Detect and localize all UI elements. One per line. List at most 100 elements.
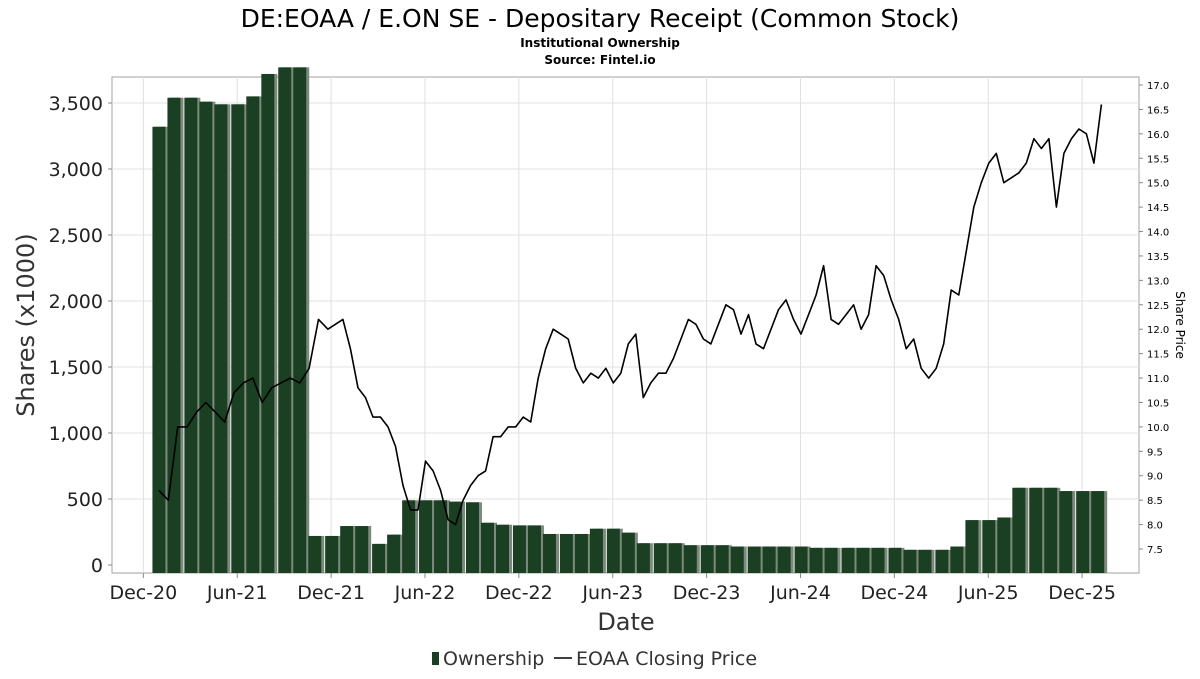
ownership-bar — [621, 532, 635, 573]
y2-tick-label: 13.5 — [1147, 252, 1169, 263]
price-line-layer — [158, 104, 1103, 526]
x-tick-label: Dec-22 — [485, 582, 553, 604]
y2-tick-label: 14.5 — [1147, 203, 1169, 214]
y-tick-label: 2,000 — [49, 291, 103, 313]
x-tick-label: Dec-24 — [860, 582, 928, 604]
ownership-bar — [730, 546, 744, 573]
x-tick-label: Jun-21 — [206, 582, 268, 604]
ownership-bar — [1029, 487, 1043, 573]
ownership-bar — [387, 534, 401, 573]
ownership-bar — [261, 73, 275, 574]
ownership-bar — [184, 97, 198, 573]
ownership-bar — [965, 520, 979, 573]
ownership-bar — [559, 533, 573, 573]
ownership-bar — [293, 67, 307, 574]
ownership-bar — [481, 522, 495, 573]
ownership-bar — [214, 104, 228, 573]
ownership-bar — [715, 545, 729, 573]
y2-tick-label: 7.5 — [1147, 545, 1163, 556]
ownership-bar — [340, 526, 354, 573]
ownership-bar — [918, 549, 932, 573]
ownership-bar — [636, 543, 650, 573]
ownership-bar — [496, 524, 510, 573]
ownership-bar — [856, 547, 870, 573]
ownership-bar — [668, 543, 682, 573]
y-tick-label: 1,000 — [49, 423, 103, 445]
x-tick-label: Jun-23 — [581, 582, 643, 604]
y2-tick-label: 10.0 — [1147, 423, 1169, 434]
legend-ownership-label: Ownership — [443, 648, 544, 670]
ownership-bar — [1059, 491, 1073, 573]
ownership-bar — [199, 101, 213, 574]
y2-tick-label: 8.5 — [1147, 496, 1163, 507]
chart-subtitle: Institutional Ownership — [520, 36, 680, 50]
x-tick-label: Dec-25 — [1048, 582, 1116, 604]
legend-price-label: EOAA Closing Price — [576, 648, 757, 670]
y-tick-label: 1,500 — [49, 357, 103, 379]
ownership-bar — [903, 549, 917, 573]
ownership-bar — [589, 528, 603, 573]
y-axis-right: 7.5 8.0 8.5 9.0 9.5 10.0 10.5 11.0 11.5 12.0 12.5 1… — [1139, 81, 1169, 556]
ownership-bar — [167, 97, 181, 573]
ownership-bar — [308, 535, 322, 573]
x-tick-label: Jun-24 — [769, 582, 831, 604]
ownership-bar — [888, 547, 902, 573]
y2-tick-label: 10.5 — [1147, 398, 1169, 409]
ownership-bar — [246, 96, 260, 574]
x-axis: Dec-20 Jun-21 Dec-21 Jun-22 Dec-22 Jun-23 Dec-… — [109, 573, 1116, 604]
ownership-bar — [950, 546, 964, 573]
ownership-bar — [355, 526, 369, 573]
ownership-bar — [449, 501, 463, 573]
ownership-bar — [372, 543, 386, 573]
ownership-bar — [1044, 487, 1058, 573]
y2-axis-label: Share Price — [1173, 291, 1187, 359]
ownership-bar — [824, 547, 838, 573]
y2-tick-label: 14.0 — [1147, 228, 1169, 239]
ownership-bar — [777, 546, 791, 573]
legend-ownership-swatch — [432, 652, 439, 665]
y-tick-label: 3,500 — [49, 93, 103, 115]
ownership-bars — [152, 67, 1108, 574]
ownership-bar — [1076, 491, 1090, 573]
x-tick-label: Dec-23 — [673, 582, 741, 604]
y2-tick-label: 11.5 — [1147, 350, 1169, 361]
y-tick-label: 0 — [91, 555, 103, 577]
ownership-bar — [231, 104, 245, 573]
x-tick-label: Jun-25 — [957, 582, 1019, 604]
ownership-bar — [574, 533, 588, 573]
y-tick-label: 3,000 — [49, 159, 103, 181]
y2-tick-label: 13.0 — [1147, 276, 1169, 287]
y-tick-label: 2,500 — [49, 225, 103, 247]
y2-tick-label: 12.5 — [1147, 301, 1169, 312]
y2-tick-label: 8.0 — [1147, 521, 1163, 532]
ownership-bar — [700, 545, 714, 573]
ownership-bar — [512, 525, 526, 573]
y2-tick-label: 16.0 — [1147, 130, 1169, 141]
ownership-bar — [935, 549, 949, 573]
y-axis-label: Shares (x1000) — [12, 233, 40, 416]
y2-tick-label: 17.0 — [1147, 81, 1169, 92]
y2-tick-label: 16.5 — [1147, 105, 1169, 116]
y2-tick-label: 9.0 — [1147, 472, 1163, 483]
x-axis-label: Date — [597, 608, 654, 636]
ownership-bar — [419, 500, 433, 573]
y-axis-left: 0 500 1,000 1,500 2,000 2,500 3,000 3,500 — [49, 93, 112, 577]
ownership-bar — [841, 547, 855, 573]
y2-tick-label: 15.0 — [1147, 179, 1169, 190]
ownership-bar — [434, 500, 448, 573]
ownership-bar — [762, 546, 776, 573]
y2-tick-label: 9.5 — [1147, 447, 1163, 458]
ownership-bar — [653, 543, 667, 573]
ownership-bar — [794, 546, 808, 573]
ownership-bar — [278, 67, 292, 574]
chart-source: Source: Fintel.io — [544, 53, 655, 67]
ownership-bar — [152, 126, 166, 573]
ownership-bar — [997, 517, 1011, 573]
ownership-bar — [683, 545, 697, 573]
y-tick-label: 500 — [67, 489, 103, 511]
ownership-bar — [606, 528, 620, 573]
ownership-bar — [1012, 487, 1026, 573]
ownership-bar — [747, 546, 761, 573]
ownership-bar — [527, 525, 541, 573]
